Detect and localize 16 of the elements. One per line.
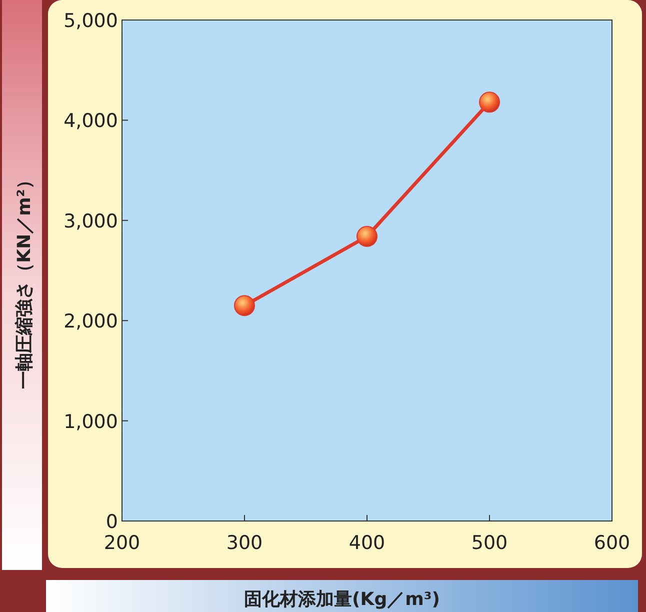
point: [356, 226, 378, 247]
x-axis-title: 固化材添加量(Kg／m³): [244, 589, 440, 610]
x-tick-label: 600: [594, 532, 630, 554]
y-tick-label: 3,000: [64, 210, 118, 232]
point: [234, 295, 255, 316]
y-tick-label: 1,000: [64, 410, 118, 433]
y-tick-label: 5,000: [64, 10, 118, 32]
x-tick-label: 200: [104, 532, 140, 554]
y-tick-label: 2,000: [64, 310, 118, 333]
x-tick-label: 400: [348, 532, 386, 554]
y-axis-title: 一軸圧縮強さ（KN／m²）: [14, 171, 35, 389]
x-tick-label: 300: [226, 532, 263, 554]
point: [479, 92, 500, 113]
y-tick-label: 0: [106, 511, 118, 533]
y-tick-label: 4,000: [64, 110, 118, 132]
x-tick-label: 500: [471, 532, 508, 554]
